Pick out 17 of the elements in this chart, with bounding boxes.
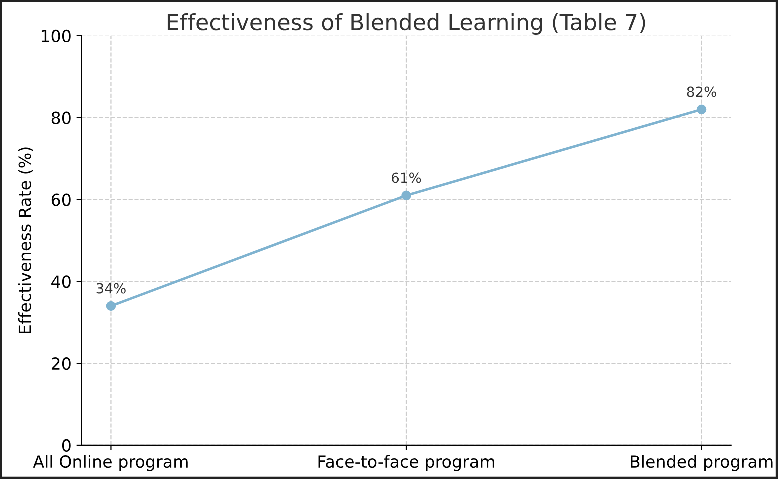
x-tick-label: Blended program — [631, 455, 773, 472]
point — [696, 104, 707, 115]
y-tick-label: 20 — [52, 358, 71, 370]
chart-title: Effectiveness of Blended Learning (Table 7) — [168, 13, 646, 35]
data-label: 82% — [687, 86, 716, 98]
data-label: 61% — [392, 172, 422, 184]
point — [402, 190, 412, 201]
y-tick-label: 100 — [42, 30, 71, 42]
y-axis-title: Effectiveness Rate (%) — [18, 148, 34, 334]
point — [106, 301, 116, 312]
x-tick-label: Face-to-face program — [318, 455, 494, 472]
y-tick-label: 0 — [62, 439, 71, 452]
y-tick-label: 40 — [52, 276, 71, 288]
y-tick-label: 80 — [52, 112, 71, 124]
y-tick-label: 60 — [52, 194, 71, 206]
data-label: 34% — [96, 283, 126, 294]
x-tick-label: All Online program — [33, 455, 188, 472]
